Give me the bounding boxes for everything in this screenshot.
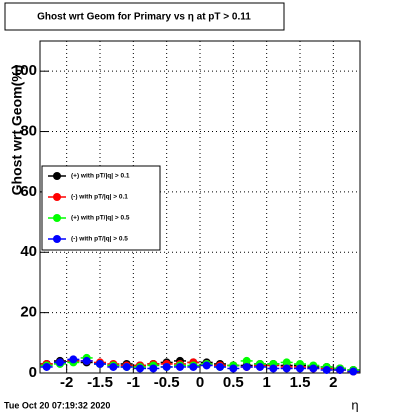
data-point [189, 362, 198, 371]
x-tick-label: 1 [262, 374, 270, 391]
x-tick-label: 1.5 [290, 374, 311, 391]
data-point [229, 364, 238, 373]
data-point [309, 364, 318, 373]
legend-marker [53, 235, 61, 243]
timestamp: Tue Oct 20 07:19:32 2020 [4, 400, 110, 410]
legend-box [41, 165, 161, 251]
legend-marker [53, 193, 61, 201]
data-point [56, 358, 64, 367]
x-tick-label: 0.5 [223, 374, 244, 391]
chart-title: Ghost wrt Geom for Primary vs η at pT > … [37, 12, 251, 23]
data-point [336, 365, 344, 374]
y-tick-label: 60 [20, 183, 37, 200]
legend-label: (+) with pT/|q| > 0.5 [71, 215, 130, 222]
x-tick-label: -1.5 [87, 374, 113, 391]
legend-label: (+) with pT/|q| > 0.1 [71, 173, 130, 180]
y-axis-label: Ghost wrt Geom(%) [9, 65, 25, 196]
y-tick-label: 100 [12, 62, 37, 79]
x-axis-label: η [351, 397, 358, 412]
x-tick-label: -2 [60, 374, 73, 391]
data-point [202, 361, 211, 370]
x-tick-label: -0.5 [154, 374, 180, 391]
data-point [82, 356, 91, 365]
legend-label: (-) with pT/|q| > 0.5 [71, 236, 128, 243]
y-tick-label: 40 [20, 243, 37, 260]
data-point [109, 362, 118, 371]
data-point [69, 355, 78, 364]
y-tick-label: 0 [29, 364, 37, 381]
data-point [256, 362, 264, 371]
data-point [349, 367, 358, 376]
data-point [296, 364, 304, 373]
data-point [269, 364, 278, 373]
data-point [122, 362, 131, 371]
y-tick-label: 20 [20, 304, 37, 321]
data-point [322, 365, 331, 374]
legend-marker [53, 214, 61, 222]
data-point [282, 364, 291, 373]
legend-marker [53, 172, 61, 180]
data-point [176, 362, 184, 371]
data-point [242, 362, 251, 371]
data-point [216, 362, 224, 371]
x-tick-label: -1 [127, 374, 140, 391]
data-point [242, 356, 251, 365]
title-box [4, 2, 285, 31]
x-tick-label: 0 [196, 374, 204, 391]
data-point [136, 364, 144, 373]
x-tick-label: 2 [329, 374, 337, 391]
data-point [96, 359, 104, 368]
data-point [149, 364, 158, 373]
legend-label: (-) with pT/|q| > 0.1 [71, 194, 128, 201]
data-point [282, 358, 291, 367]
y-tick-label: 80 [20, 123, 37, 140]
data-point [42, 362, 51, 371]
data-point [162, 362, 171, 371]
